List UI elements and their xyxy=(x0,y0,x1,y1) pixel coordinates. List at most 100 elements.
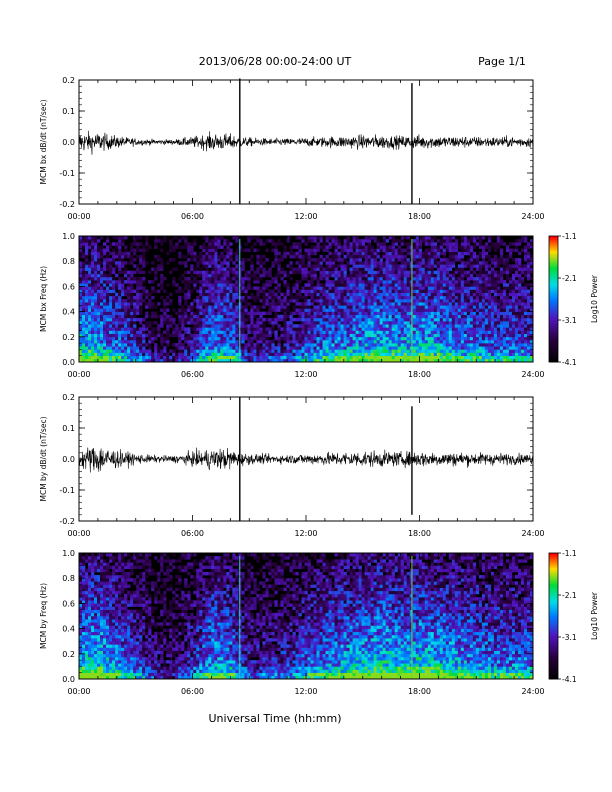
heatmap-cell xyxy=(391,336,395,341)
heatmap-cell xyxy=(133,264,137,268)
heatmap-cell xyxy=(331,258,335,262)
heatmap-cell xyxy=(157,239,161,243)
heatmap-cell xyxy=(343,286,347,290)
heatmap-cell xyxy=(457,283,462,287)
heatmap-cell xyxy=(415,299,420,303)
heatmap-cell xyxy=(355,327,359,331)
heatmap-cell xyxy=(175,289,179,293)
heatmap-cell xyxy=(442,239,447,243)
heatmap-cell xyxy=(391,280,395,284)
heatmap-cell xyxy=(376,276,380,281)
heatmap-cell xyxy=(373,239,377,243)
heatmap-cell xyxy=(271,330,275,334)
heatmap-cell xyxy=(85,239,89,243)
heatmap-cell xyxy=(223,286,227,290)
heatmap-cell xyxy=(352,339,356,344)
heatmap-cell xyxy=(106,267,110,271)
heatmap-cell xyxy=(85,355,89,360)
heatmap-cell xyxy=(319,292,323,297)
heatmap-cell xyxy=(499,239,504,243)
heatmap-cell xyxy=(211,358,215,363)
heatmap-cell xyxy=(349,355,353,360)
heatmap-cell xyxy=(253,305,257,309)
heatmap-cell xyxy=(451,261,456,265)
heatmap-cell xyxy=(292,305,296,309)
heatmap-cell xyxy=(181,327,185,331)
heatmap-cell xyxy=(394,330,399,334)
heatmap-cell xyxy=(373,330,377,334)
heatmap-cell xyxy=(247,339,251,344)
heatmap-cell xyxy=(85,248,89,253)
heatmap-cell xyxy=(175,283,179,287)
heatmap-cell xyxy=(358,321,362,325)
heatmap-cell xyxy=(451,358,456,363)
heatmap-cell xyxy=(121,239,125,243)
heatmap-cell xyxy=(271,324,275,328)
heatmap-cell xyxy=(235,283,239,287)
heatmap-cell xyxy=(397,299,402,303)
heatmap-cell xyxy=(340,314,344,319)
heatmap-cell xyxy=(466,261,471,265)
heatmap-cell xyxy=(91,267,95,271)
heatmap-cell xyxy=(88,355,92,360)
heatmap-cell xyxy=(313,292,317,297)
heatmap-cell xyxy=(391,239,395,243)
heatmap-cell xyxy=(364,308,368,312)
heatmap-cell xyxy=(373,292,377,297)
heatmap-cell xyxy=(148,333,152,338)
heatmap-cell xyxy=(427,308,432,312)
heatmap-cell xyxy=(154,336,158,341)
heatmap-cell xyxy=(382,264,386,268)
heatmap-cell xyxy=(379,302,383,306)
heatmap-cell xyxy=(325,308,329,312)
heatmap-cell xyxy=(217,302,221,306)
heatmap-cell xyxy=(346,267,350,271)
heatmap-cell xyxy=(250,349,254,353)
heatmap-cell xyxy=(421,324,426,328)
heatmap-cell xyxy=(262,339,266,344)
heatmap-cell xyxy=(406,242,411,246)
heatmap-cell xyxy=(508,280,513,284)
heatmap-cell xyxy=(505,261,510,265)
heatmap-cell xyxy=(433,242,438,246)
heatmap-cell xyxy=(430,314,435,319)
heatmap-cell xyxy=(94,355,98,360)
heatmap-cell xyxy=(109,346,113,350)
heatmap-cell xyxy=(190,349,194,353)
heatmap-cell xyxy=(463,261,468,265)
heatmap-cell xyxy=(316,245,320,249)
heatmap-cell xyxy=(247,302,251,306)
heatmap-cell xyxy=(355,267,359,271)
heatmap-cell xyxy=(220,311,224,316)
heatmap-cell xyxy=(295,349,299,353)
heatmap-cell xyxy=(304,314,308,319)
heatmap-cell xyxy=(106,327,110,331)
heatmap-cell xyxy=(139,295,143,300)
heatmap-cell xyxy=(256,333,260,338)
heatmap-cell xyxy=(289,355,293,360)
heatmap-cell xyxy=(187,248,191,253)
heatmap-cell xyxy=(118,236,122,240)
heatmap-cell xyxy=(319,317,323,322)
heatmap-cell xyxy=(436,283,441,287)
heatmap-cell xyxy=(376,245,380,249)
heatmap-cell xyxy=(226,305,230,309)
heatmap-cell xyxy=(160,336,164,341)
heatmap-cell xyxy=(166,336,170,341)
heatmap-cell xyxy=(196,311,200,316)
heatmap-cell xyxy=(169,299,173,303)
heatmap-cell xyxy=(112,242,116,246)
heatmap-cell xyxy=(313,248,317,253)
heatmap-cell xyxy=(406,358,411,363)
heatmap-cell xyxy=(145,333,149,338)
heatmap-cell xyxy=(511,317,516,322)
heatmap-cell xyxy=(343,349,347,353)
heatmap-cell xyxy=(463,289,468,293)
heatmap-cell xyxy=(475,295,480,300)
heatmap-cell xyxy=(490,314,495,319)
heatmap-cell xyxy=(82,352,86,356)
heatmap-cell xyxy=(388,236,392,240)
heatmap-cell xyxy=(382,242,386,246)
heatmap-cell xyxy=(232,299,236,303)
heatmap-cell xyxy=(508,349,513,353)
